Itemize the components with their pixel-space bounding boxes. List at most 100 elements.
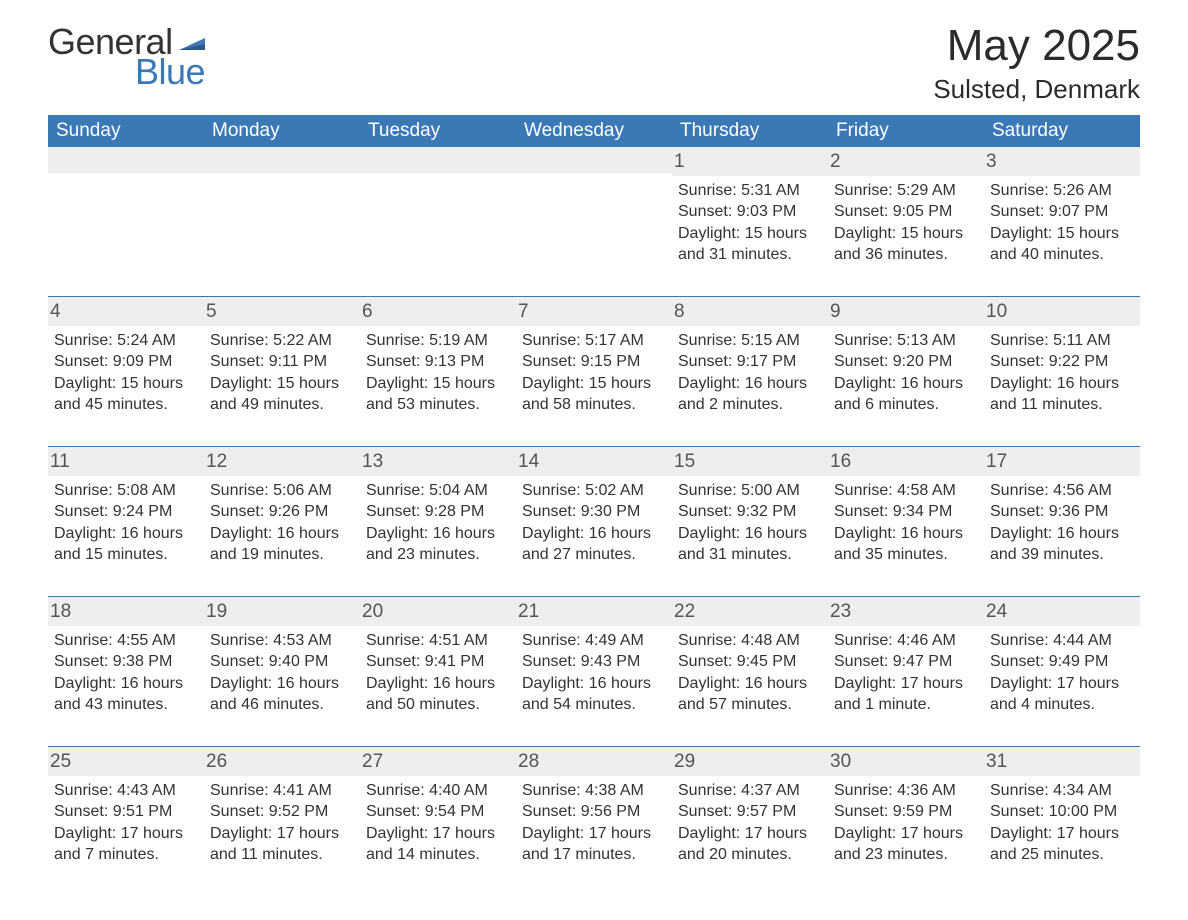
weekday-header: Wednesday bbox=[516, 115, 672, 147]
weekday-header: Sunday bbox=[48, 115, 204, 147]
day-number bbox=[48, 147, 204, 173]
sunset-label: Sunset: 9:20 PM bbox=[834, 351, 978, 373]
sunrise-label: Sunrise: 4:38 AM bbox=[522, 780, 666, 802]
sunrise-label: Sunrise: 5:15 AM bbox=[678, 330, 822, 352]
title-block: May 2025 Sulsted, Denmark bbox=[933, 24, 1140, 105]
daylight-label: Daylight: 15 hours and 53 minutes. bbox=[366, 373, 510, 416]
sunset-label: Sunset: 10:00 PM bbox=[990, 801, 1134, 823]
calendar-cell: 18Sunrise: 4:55 AMSunset: 9:38 PMDayligh… bbox=[48, 597, 204, 747]
sunrise-label: Sunrise: 4:36 AM bbox=[834, 780, 978, 802]
day-number: 19 bbox=[204, 597, 360, 626]
sunrise-label: Sunrise: 4:34 AM bbox=[990, 780, 1134, 802]
day-body: Sunrise: 5:08 AMSunset: 9:24 PMDaylight:… bbox=[54, 480, 198, 566]
daylight-label: Daylight: 15 hours and 49 minutes. bbox=[210, 373, 354, 416]
sunrise-label: Sunrise: 4:58 AM bbox=[834, 480, 978, 502]
sunset-label: Sunset: 9:09 PM bbox=[54, 351, 198, 373]
daylight-label: Daylight: 16 hours and 31 minutes. bbox=[678, 523, 822, 566]
daylight-label: Daylight: 16 hours and 54 minutes. bbox=[522, 673, 666, 716]
daylight-label: Daylight: 15 hours and 40 minutes. bbox=[990, 223, 1134, 266]
calendar-cell: 2 Sunrise: 5:29 AMSunset: 9:05 PMDaylight… bbox=[828, 147, 984, 297]
daylight-label: Daylight: 17 hours and 20 minutes. bbox=[678, 823, 822, 866]
day-number: 13 bbox=[360, 447, 516, 476]
day-body: Sunrise: 4:51 AMSunset: 9:41 PMDaylight:… bbox=[366, 630, 510, 716]
calendar-header: SundayMondayTuesdayWednesdayThursdayFrid… bbox=[48, 115, 1140, 147]
sunset-label: Sunset: 9:40 PM bbox=[210, 651, 354, 673]
calendar-cell: 19Sunrise: 4:53 AMSunset: 9:40 PMDayligh… bbox=[204, 597, 360, 747]
sunrise-label: Sunrise: 4:55 AM bbox=[54, 630, 198, 652]
daylight-label: Daylight: 17 hours and 4 minutes. bbox=[990, 673, 1134, 716]
brand-text: General Blue bbox=[48, 24, 205, 90]
day-body: Sunrise: 4:43 AMSunset: 9:51 PMDaylight:… bbox=[54, 780, 198, 866]
day-number: 3 bbox=[984, 147, 1140, 176]
header: General Blue May 2025 Sulsted, Denmark bbox=[48, 24, 1140, 105]
day-body: Sunrise: 5:29 AMSunset: 9:05 PMDaylight:… bbox=[834, 180, 978, 266]
day-number: 17 bbox=[984, 447, 1140, 476]
day-number: 2 bbox=[828, 147, 984, 176]
location-label: Sulsted, Denmark bbox=[933, 74, 1140, 105]
day-body: Sunrise: 4:44 AMSunset: 9:49 PMDaylight:… bbox=[990, 630, 1134, 716]
sunrise-label: Sunrise: 4:48 AM bbox=[678, 630, 822, 652]
daylight-label: Daylight: 16 hours and 15 minutes. bbox=[54, 523, 198, 566]
calendar-cell bbox=[516, 147, 672, 297]
day-body: Sunrise: 4:58 AMSunset: 9:34 PMDaylight:… bbox=[834, 480, 978, 566]
calendar-cell: 27Sunrise: 4:40 AMSunset: 9:54 PMDayligh… bbox=[360, 747, 516, 897]
daylight-label: Daylight: 16 hours and 19 minutes. bbox=[210, 523, 354, 566]
daylight-label: Daylight: 16 hours and 35 minutes. bbox=[834, 523, 978, 566]
sunset-label: Sunset: 9:05 PM bbox=[834, 201, 978, 223]
calendar-cell: 4 Sunrise: 5:24 AMSunset: 9:09 PMDaylight… bbox=[48, 297, 204, 447]
sunrise-label: Sunrise: 4:40 AM bbox=[366, 780, 510, 802]
calendar-body: 1Sunrise: 5:31 AMSunset: 9:03 PMDaylight… bbox=[48, 147, 1140, 896]
day-number: 11 bbox=[48, 447, 204, 476]
day-body: Sunrise: 5:04 AMSunset: 9:28 PMDaylight:… bbox=[366, 480, 510, 566]
daylight-label: Daylight: 16 hours and 39 minutes. bbox=[990, 523, 1134, 566]
calendar-cell: 20 Sunrise: 4:51 AMSunset: 9:41 PMDayligh… bbox=[360, 597, 516, 747]
day-body: Sunrise: 5:24 AMSunset: 9:09 PMDaylight:… bbox=[54, 330, 198, 416]
day-number: 28 bbox=[516, 747, 672, 776]
calendar-cell: 31Sunrise: 4:34 AMSunset: 10:00 PMDaylig… bbox=[984, 747, 1140, 897]
sunset-label: Sunset: 9:38 PM bbox=[54, 651, 198, 673]
day-body: Sunrise: 4:46 AMSunset: 9:47 PMDaylight:… bbox=[834, 630, 978, 716]
calendar-cell: 25Sunrise: 4:43 AMSunset: 9:51 PMDayligh… bbox=[48, 747, 204, 897]
daylight-label: Daylight: 17 hours and 11 minutes. bbox=[210, 823, 354, 866]
day-body: Sunrise: 5:22 AMSunset: 9:11 PMDaylight:… bbox=[210, 330, 354, 416]
day-number: 18 bbox=[48, 597, 204, 626]
day-number: 4 bbox=[48, 297, 204, 326]
sunset-label: Sunset: 9:32 PM bbox=[678, 501, 822, 523]
day-number: 10 bbox=[984, 297, 1140, 326]
day-body: Sunrise: 5:00 AMSunset: 9:32 PMDaylight:… bbox=[678, 480, 822, 566]
day-body: Sunrise: 5:15 AMSunset: 9:17 PMDaylight:… bbox=[678, 330, 822, 416]
calendar-cell: 1Sunrise: 5:31 AMSunset: 9:03 PMDaylight… bbox=[672, 147, 828, 297]
sunset-label: Sunset: 9:59 PM bbox=[834, 801, 978, 823]
sunrise-label: Sunrise: 5:19 AM bbox=[366, 330, 510, 352]
calendar-cell: 5Sunrise: 5:22 AMSunset: 9:11 PMDaylight… bbox=[204, 297, 360, 447]
sunset-label: Sunset: 9:54 PM bbox=[366, 801, 510, 823]
day-number: 7 bbox=[516, 297, 672, 326]
calendar-cell: 22Sunrise: 4:48 AMSunset: 9:45 PMDayligh… bbox=[672, 597, 828, 747]
daylight-label: Daylight: 17 hours and 25 minutes. bbox=[990, 823, 1134, 866]
calendar-week: 1Sunrise: 5:31 AMSunset: 9:03 PMDaylight… bbox=[48, 147, 1140, 297]
calendar-cell: 29Sunrise: 4:37 AMSunset: 9:57 PMDayligh… bbox=[672, 747, 828, 897]
day-number: 20 bbox=[360, 597, 516, 626]
daylight-label: Daylight: 15 hours and 36 minutes. bbox=[834, 223, 978, 266]
sunset-label: Sunset: 9:22 PM bbox=[990, 351, 1134, 373]
calendar-cell: 12Sunrise: 5:06 AMSunset: 9:26 PMDayligh… bbox=[204, 447, 360, 597]
sunrise-label: Sunrise: 5:11 AM bbox=[990, 330, 1134, 352]
sunset-label: Sunset: 9:56 PM bbox=[522, 801, 666, 823]
sunrise-label: Sunrise: 5:02 AM bbox=[522, 480, 666, 502]
calendar-cell: 14Sunrise: 5:02 AMSunset: 9:30 PMDayligh… bbox=[516, 447, 672, 597]
daylight-label: Daylight: 15 hours and 45 minutes. bbox=[54, 373, 198, 416]
calendar-cell: 15Sunrise: 5:00 AMSunset: 9:32 PMDayligh… bbox=[672, 447, 828, 597]
day-body: Sunrise: 5:06 AMSunset: 9:26 PMDaylight:… bbox=[210, 480, 354, 566]
daylight-label: Daylight: 17 hours and 23 minutes. bbox=[834, 823, 978, 866]
page-title: May 2025 bbox=[933, 24, 1140, 68]
sunrise-label: Sunrise: 5:04 AM bbox=[366, 480, 510, 502]
sunrise-label: Sunrise: 5:13 AM bbox=[834, 330, 978, 352]
day-number: 21 bbox=[516, 597, 672, 626]
daylight-label: Daylight: 17 hours and 17 minutes. bbox=[522, 823, 666, 866]
day-body: Sunrise: 4:49 AMSunset: 9:43 PMDaylight:… bbox=[522, 630, 666, 716]
weekday-header: Monday bbox=[204, 115, 360, 147]
daylight-label: Daylight: 16 hours and 2 minutes. bbox=[678, 373, 822, 416]
day-body: Sunrise: 5:26 AMSunset: 9:07 PMDaylight:… bbox=[990, 180, 1134, 266]
day-number: 8 bbox=[672, 297, 828, 326]
calendar-cell: 3 Sunrise: 5:26 AMSunset: 9:07 PMDaylight… bbox=[984, 147, 1140, 297]
